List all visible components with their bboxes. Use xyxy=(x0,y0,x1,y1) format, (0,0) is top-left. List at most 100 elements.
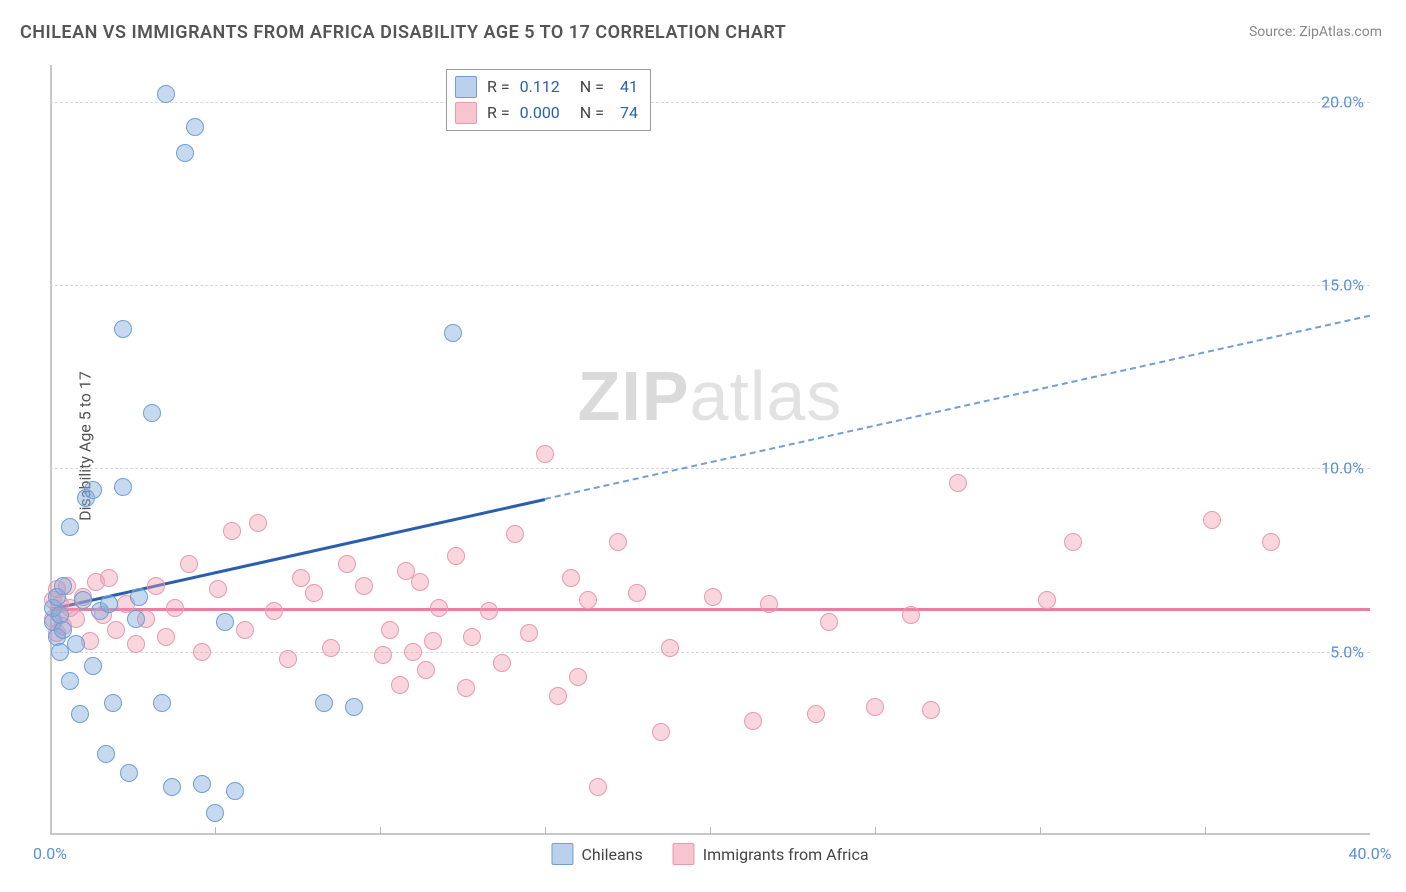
data-point xyxy=(67,635,85,653)
data-point xyxy=(760,595,778,613)
data-point xyxy=(265,602,283,620)
data-point xyxy=(661,639,679,657)
data-point xyxy=(457,679,475,697)
y-tick-label: 10.0% xyxy=(1321,459,1374,478)
x-tick-label: 40.0% xyxy=(1349,844,1392,863)
data-point xyxy=(338,555,356,573)
data-point xyxy=(84,481,102,499)
data-point xyxy=(147,577,165,595)
data-point xyxy=(1203,511,1221,529)
data-point xyxy=(562,569,580,587)
data-point xyxy=(1064,533,1082,551)
legend-swatch xyxy=(673,843,695,865)
data-point xyxy=(186,118,204,136)
data-point xyxy=(193,643,211,661)
data-point xyxy=(127,635,145,653)
legend-n-value: 74 xyxy=(620,100,638,126)
gridline xyxy=(50,285,1370,286)
legend-r-value: 0.000 xyxy=(520,100,560,126)
legend-r-label: R = xyxy=(487,74,510,100)
data-point xyxy=(143,404,161,422)
data-point xyxy=(520,624,538,642)
legend-item: Immigrants from Africa xyxy=(673,843,869,865)
x-tick-mark xyxy=(710,827,711,835)
data-point xyxy=(157,85,175,103)
data-point xyxy=(391,676,409,694)
data-point xyxy=(127,610,145,628)
data-point xyxy=(866,698,884,716)
data-point xyxy=(744,712,762,730)
data-point xyxy=(114,320,132,338)
data-point xyxy=(216,613,234,631)
data-point xyxy=(424,632,442,650)
data-point xyxy=(579,591,597,609)
legend-series: ChileansImmigrants from Africa xyxy=(551,843,868,865)
data-point xyxy=(193,775,211,793)
data-point xyxy=(74,591,92,609)
data-point xyxy=(130,588,148,606)
data-point xyxy=(176,144,194,162)
data-point xyxy=(447,547,465,565)
gridline xyxy=(50,652,1370,653)
data-point xyxy=(279,650,297,668)
data-point xyxy=(100,595,118,613)
data-point xyxy=(180,555,198,573)
data-point xyxy=(922,701,940,719)
data-point xyxy=(120,764,138,782)
data-point xyxy=(51,643,69,661)
data-point xyxy=(463,628,481,646)
data-point xyxy=(84,657,102,675)
data-point xyxy=(506,525,524,543)
legend-row: R = 0.000 N = 74 xyxy=(455,100,638,126)
data-point xyxy=(71,705,89,723)
data-point xyxy=(493,654,511,672)
data-point xyxy=(345,698,363,716)
data-point xyxy=(114,478,132,496)
data-point xyxy=(104,694,122,712)
legend-swatch xyxy=(455,76,477,98)
data-point xyxy=(820,613,838,631)
legend-n-value: 41 xyxy=(620,74,638,100)
data-point xyxy=(100,569,118,587)
data-point xyxy=(949,474,967,492)
x-tick-mark xyxy=(875,827,876,835)
legend-r-label: R = xyxy=(487,100,510,126)
y-tick-label: 5.0% xyxy=(1330,642,1374,661)
legend-swatch xyxy=(455,102,477,124)
legend-r-value: 0.112 xyxy=(520,74,560,100)
data-point xyxy=(1038,591,1056,609)
legend-n-label: N = xyxy=(580,100,604,126)
data-point xyxy=(223,522,241,540)
data-point xyxy=(652,723,670,741)
x-tick-mark xyxy=(215,827,216,835)
data-point xyxy=(589,778,607,796)
y-tick-label: 15.0% xyxy=(1321,276,1374,295)
x-tick-mark xyxy=(380,827,381,835)
data-point xyxy=(902,606,920,624)
data-point xyxy=(417,661,435,679)
source-credit: Source: ZipAtlas.com xyxy=(1249,24,1382,40)
watermark: ZIPatlas xyxy=(578,356,843,436)
data-point xyxy=(704,588,722,606)
data-point xyxy=(315,694,333,712)
scatter-plot-area: ZIPatlas 5.0%10.0%15.0%20.0%0.0%40.0%R =… xyxy=(50,65,1370,835)
source-site: ZipAtlas.com xyxy=(1299,24,1382,40)
legend-label: Immigrants from Africa xyxy=(703,845,869,864)
data-point xyxy=(374,646,392,664)
data-point xyxy=(54,621,72,639)
y-axis-line xyxy=(50,65,52,835)
data-point xyxy=(61,518,79,536)
data-point xyxy=(206,804,224,822)
data-point xyxy=(549,687,567,705)
data-point xyxy=(322,639,340,657)
data-point xyxy=(226,782,244,800)
data-point xyxy=(236,621,254,639)
data-point xyxy=(404,643,422,661)
data-point xyxy=(1262,533,1280,551)
legend-row: R =0.112N =41 xyxy=(455,74,638,100)
data-point xyxy=(381,621,399,639)
data-point xyxy=(355,577,373,595)
data-point xyxy=(628,584,646,602)
x-tick-mark xyxy=(1205,827,1206,835)
legend-swatch xyxy=(551,843,573,865)
